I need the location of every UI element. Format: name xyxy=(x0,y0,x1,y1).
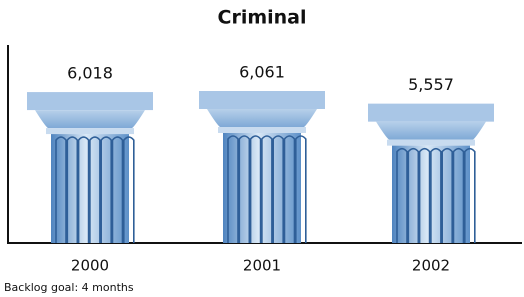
x-tick-label: 2002 xyxy=(412,257,450,275)
chart: Criminal Backlog goal: 4 months 6,018 200… xyxy=(0,0,524,297)
pillar-ring xyxy=(387,140,475,146)
pillar-echinus xyxy=(207,109,317,127)
value-label: 6,018 xyxy=(67,64,113,83)
chart-title: Criminal xyxy=(218,7,307,29)
pillar xyxy=(368,104,494,243)
pillar xyxy=(27,92,153,243)
pillar-abacus xyxy=(199,91,325,109)
value-label: 5,557 xyxy=(408,75,454,94)
pillar-ring xyxy=(46,128,134,134)
pillar-echinus xyxy=(35,110,145,128)
pillar-abacus xyxy=(27,92,153,110)
pillar-abacus xyxy=(368,104,494,122)
note: Backlog goal: 4 months xyxy=(4,281,134,294)
x-tick-label: 2001 xyxy=(243,257,281,275)
value-label: 6,061 xyxy=(239,63,285,82)
pillar xyxy=(199,91,325,243)
x-tick-label: 2000 xyxy=(71,257,109,275)
pillar-ring xyxy=(218,127,306,133)
pillar-echinus xyxy=(376,122,486,140)
